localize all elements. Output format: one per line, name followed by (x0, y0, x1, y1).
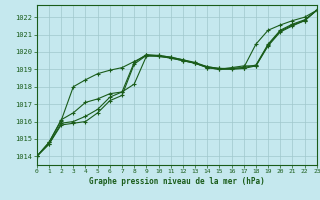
X-axis label: Graphe pression niveau de la mer (hPa): Graphe pression niveau de la mer (hPa) (89, 177, 265, 186)
